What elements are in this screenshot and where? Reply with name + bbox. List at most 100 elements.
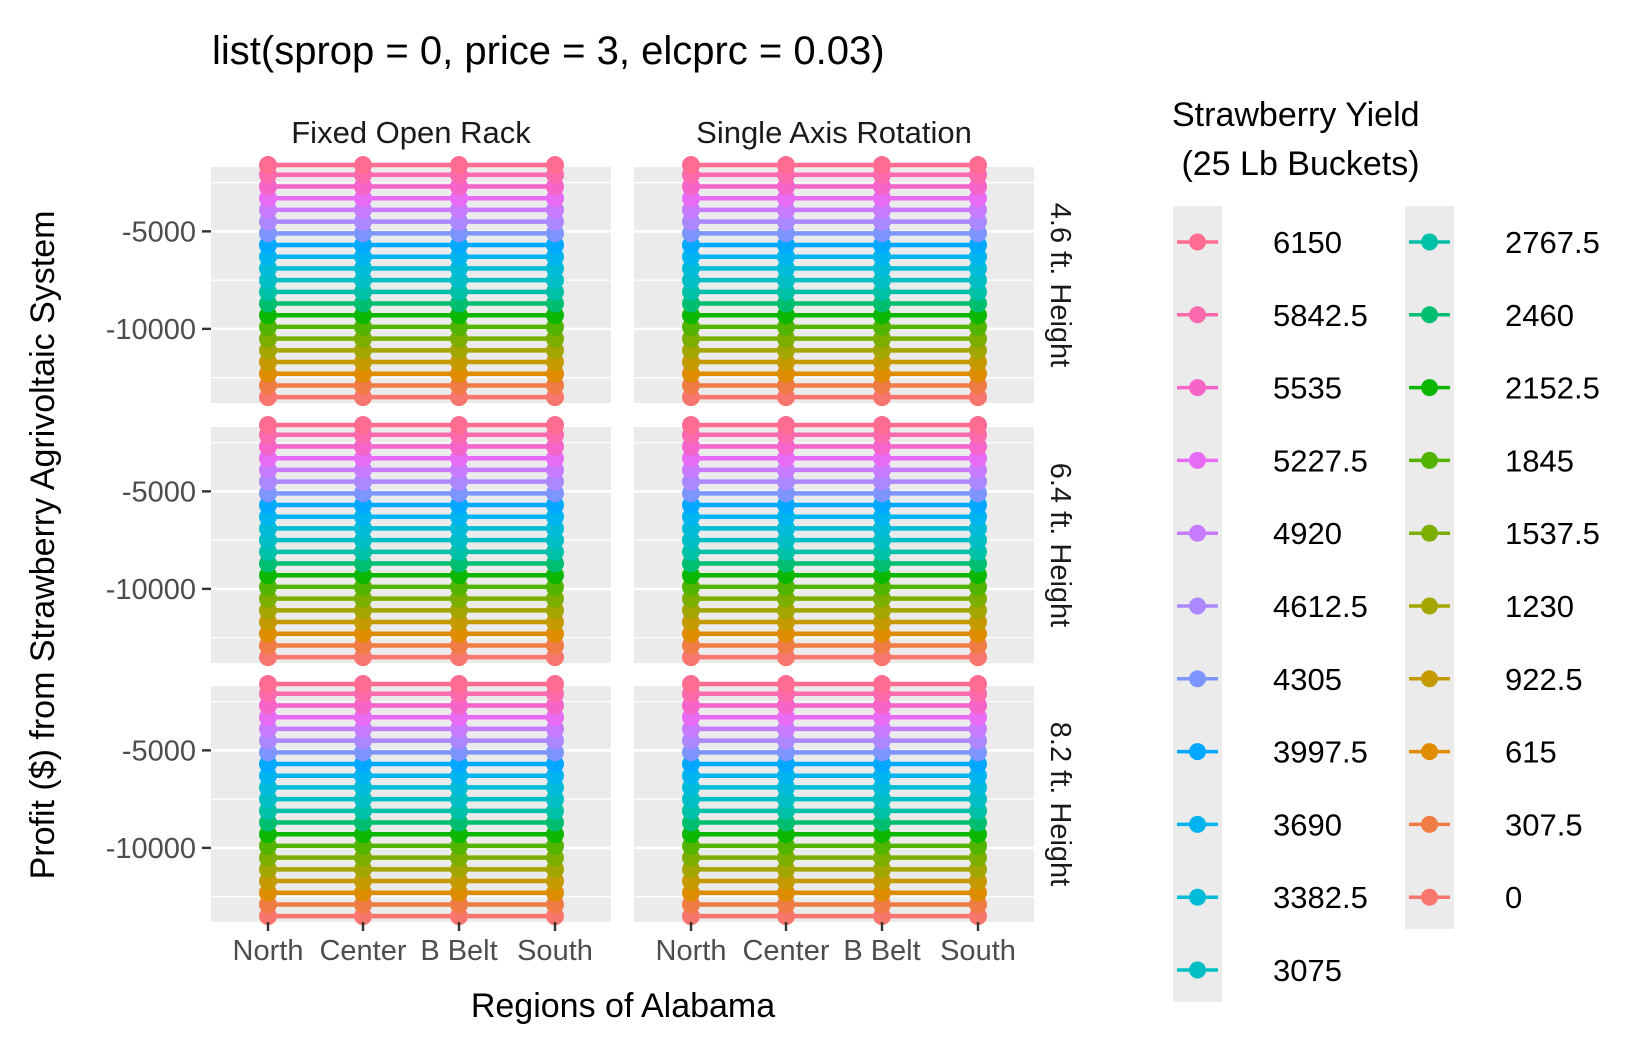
series-group xyxy=(682,675,987,926)
legend-key-point xyxy=(1421,233,1438,251)
legend-label: 2460 xyxy=(1505,298,1574,333)
legend-key-point xyxy=(1421,524,1438,542)
data-point-6150 xyxy=(682,416,700,435)
chart-title: list(sprop = 0, price = 3, elcprc = 0.03… xyxy=(212,29,885,73)
legend-key-point xyxy=(1189,888,1206,906)
facet-panels xyxy=(211,156,1034,926)
legend-key-point xyxy=(1189,743,1206,761)
x-tick-label: Center xyxy=(742,935,829,967)
panel-0-0 xyxy=(211,156,611,407)
legend-key-point xyxy=(1421,451,1438,469)
x-tick-label: B Belt xyxy=(843,935,920,967)
row-strip-label: 8.2 ft. Height xyxy=(1044,722,1076,886)
legend-item: 3690 xyxy=(1177,807,1342,842)
legend-label: 307.5 xyxy=(1505,807,1583,842)
y-tick-label: -5000 xyxy=(122,216,196,248)
legend-item: 6150 xyxy=(1177,225,1342,260)
legend-item: 0 xyxy=(1409,880,1522,915)
legend-label: 4305 xyxy=(1273,662,1342,697)
legend-label: 0 xyxy=(1505,880,1522,915)
data-point-6150 xyxy=(682,156,700,175)
legend-label: 3690 xyxy=(1273,807,1342,842)
legend-label: 5842.5 xyxy=(1273,298,1368,333)
legend-label: 4612.5 xyxy=(1273,589,1368,624)
y-axis-label: Profit ($) from Strawberry Agrivoltaic S… xyxy=(24,211,62,880)
legend-key-point xyxy=(1421,815,1438,833)
data-point-6150 xyxy=(259,156,277,175)
legend-key-point xyxy=(1421,597,1438,615)
y-tick-label: -5000 xyxy=(122,735,196,767)
data-point-6150 xyxy=(873,416,891,435)
legend-items: 61505842.555355227.549204612.543053997.5… xyxy=(1177,225,1600,988)
series-group xyxy=(682,156,987,407)
row-strip-label: 6.4 ft. Height xyxy=(1044,463,1076,627)
series-group xyxy=(259,675,564,926)
series-group xyxy=(259,416,564,667)
y-tick-label: -10000 xyxy=(106,833,196,865)
legend-key-point xyxy=(1421,743,1438,761)
data-point-6150 xyxy=(259,416,277,435)
legend-key-background-col2 xyxy=(1405,206,1454,929)
data-point-6150 xyxy=(873,156,891,175)
legend-item: 4612.5 xyxy=(1177,589,1368,624)
panel-2-0 xyxy=(211,675,611,926)
legend-item: 5535 xyxy=(1177,371,1342,406)
legend-key-point xyxy=(1421,670,1438,688)
data-point-6150 xyxy=(546,416,564,435)
x-tick-label: B Belt xyxy=(420,935,497,967)
data-point-6150 xyxy=(546,675,564,694)
legend-key-point xyxy=(1189,451,1206,469)
data-point-6150 xyxy=(450,416,468,435)
data-point-6150 xyxy=(969,416,987,435)
legend-key-point xyxy=(1421,306,1438,324)
series-group xyxy=(682,416,987,667)
data-point-6150 xyxy=(450,156,468,175)
legend-label: 922.5 xyxy=(1505,662,1583,697)
data-point-6150 xyxy=(777,416,795,435)
legend-item: 1845 xyxy=(1409,443,1574,478)
legend: Strawberry Yield (25 Lb Buckets) 6150584… xyxy=(1172,96,1600,1002)
x-axes: North Center B Belt South North Center B Belt S… xyxy=(233,922,1016,967)
legend-item: 307.5 xyxy=(1409,807,1583,842)
y-tick-label: -10000 xyxy=(106,574,196,606)
legend-item: 2460 xyxy=(1409,298,1574,333)
legend-label: 4920 xyxy=(1273,516,1342,551)
x-tick-label: North xyxy=(233,935,304,967)
legend-key-point xyxy=(1189,670,1206,688)
x-tick-label: North xyxy=(656,935,727,967)
data-point-6150 xyxy=(777,156,795,175)
legend-label: 5227.5 xyxy=(1273,443,1368,478)
legend-label: 5535 xyxy=(1273,371,1342,406)
legend-key-point xyxy=(1189,961,1206,979)
x-tick-label: South xyxy=(940,935,1016,967)
column-strip-label: Single Axis Rotation xyxy=(696,115,972,150)
legend-item: 922.5 xyxy=(1409,662,1583,697)
x-tick-label: Center xyxy=(319,935,406,967)
data-point-6150 xyxy=(354,416,372,435)
legend-label: 615 xyxy=(1505,735,1557,770)
legend-label: 1537.5 xyxy=(1505,516,1600,551)
column-strip-label: Fixed Open Rack xyxy=(291,115,531,150)
legend-key-point xyxy=(1189,379,1206,397)
legend-item: 4920 xyxy=(1177,516,1342,551)
legend-title-line2: (25 Lb Buckets) xyxy=(1172,145,1420,183)
legend-key-point xyxy=(1189,815,1206,833)
legend-item: 3382.5 xyxy=(1177,880,1368,915)
legend-item: 5842.5 xyxy=(1177,298,1368,333)
legend-label: 2767.5 xyxy=(1505,225,1600,260)
data-point-6150 xyxy=(546,156,564,175)
legend-key-point xyxy=(1421,888,1438,906)
legend-label: 3075 xyxy=(1273,953,1342,988)
legend-label: 3997.5 xyxy=(1273,735,1368,770)
legend-item: 1230 xyxy=(1409,589,1574,624)
row-strip-label: 4.6 ft. Height xyxy=(1044,203,1076,367)
panel-1-1 xyxy=(634,416,1034,667)
data-point-6150 xyxy=(259,675,277,694)
legend-label: 3382.5 xyxy=(1273,880,1368,915)
legend-item: 3997.5 xyxy=(1177,735,1368,770)
legend-label: 6150 xyxy=(1273,225,1342,260)
legend-item: 2767.5 xyxy=(1409,225,1600,260)
legend-item: 615 xyxy=(1409,735,1557,770)
data-point-6150 xyxy=(682,675,700,694)
